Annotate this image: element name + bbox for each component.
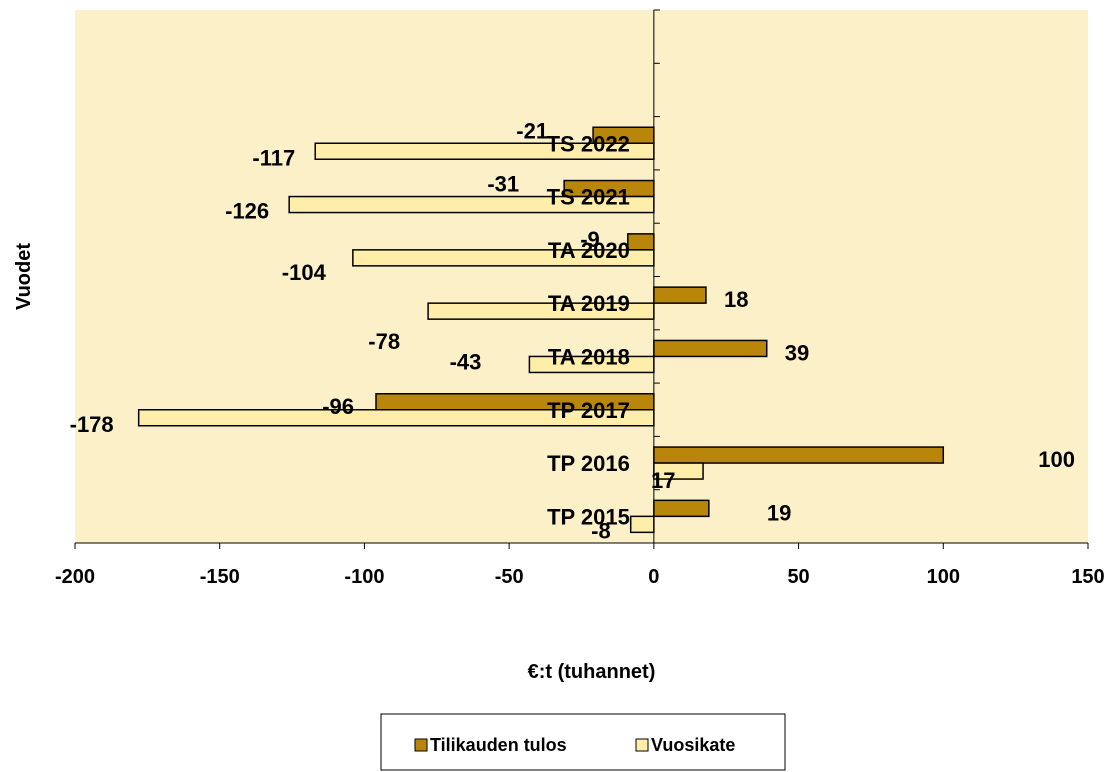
data-label-tilikauden-tulos: 39	[785, 340, 809, 365]
category-label: TP 2017	[547, 398, 630, 423]
legend-swatch-vuosikate	[635, 738, 649, 752]
data-label-tilikauden-tulos: -96	[322, 394, 354, 419]
data-label-tilikauden-tulos: 100	[1038, 447, 1075, 472]
bar-tilikauden-tulos	[653, 286, 707, 304]
category-label: TS 2021	[547, 185, 630, 210]
y-axis-title: Vuodet	[13, 243, 35, 310]
legend-box	[380, 713, 786, 771]
data-label-vuosikate: -43	[450, 349, 482, 374]
data-label-vuosikate: -8	[591, 518, 611, 543]
category-label: TA 2018	[548, 344, 630, 369]
x-tick-label: 50	[787, 566, 809, 588]
axes-group: -200 -150 -100 -50 0 50 100 150	[55, 9, 1105, 588]
data-label-tilikauden-tulos: -21	[516, 118, 548, 143]
data-label-tilikauden-tulos: -9	[580, 227, 600, 252]
x-tick-label: -100	[344, 566, 384, 588]
x-tick-label: -50	[495, 566, 524, 588]
data-label-vuosikate: -117	[252, 145, 295, 170]
category-label: TA 2020	[548, 238, 630, 263]
bar-vuosikate	[629, 515, 655, 534]
legend-label-tilikauden-tulos: Tilikauden tulos	[430, 735, 567, 755]
legend-swatch-tilikauden-tulos	[414, 738, 428, 752]
legend: Tilikauden tulos Vuosikate	[380, 713, 786, 771]
category-label: TS 2022	[547, 131, 630, 156]
category-label: TP 2016	[547, 451, 630, 476]
x-tick-label: 100	[927, 566, 960, 588]
x-tick-label: 0	[648, 566, 659, 588]
x-tick-label: -150	[200, 566, 240, 588]
x-tick-label: 150	[1071, 566, 1104, 588]
legend-label-vuosikate: Vuosikate	[651, 735, 735, 755]
data-label-vuosikate: -104	[282, 260, 327, 285]
x-tick-label: -200	[55, 566, 95, 588]
bar-tilikauden-tulos	[653, 339, 768, 358]
category-label: TA 2019	[548, 291, 630, 316]
bar-tilikauden-tulos	[653, 446, 945, 464]
bar-tilikauden-tulos	[627, 233, 655, 251]
bar-tilikauden-tulos	[653, 499, 710, 518]
data-label-vuosikate: -178	[70, 412, 114, 437]
category-label: TP 2015	[547, 504, 630, 529]
labels-group: TP 2015 19 -8 TP 2016 100 17 TP 2017 -96 -178 TA …	[70, 118, 1075, 543]
data-label-tilikauden-tulos: -31	[487, 172, 519, 197]
data-label-vuosikate: 17	[651, 468, 675, 493]
data-label-vuosikate: -126	[225, 199, 269, 224]
data-label-vuosikate: -78	[368, 329, 400, 354]
x-axis-title: €:t (tuhannet)	[528, 661, 656, 683]
data-label-tilikauden-tulos: 18	[724, 287, 748, 312]
data-label-tilikauden-tulos: 19	[767, 500, 791, 525]
